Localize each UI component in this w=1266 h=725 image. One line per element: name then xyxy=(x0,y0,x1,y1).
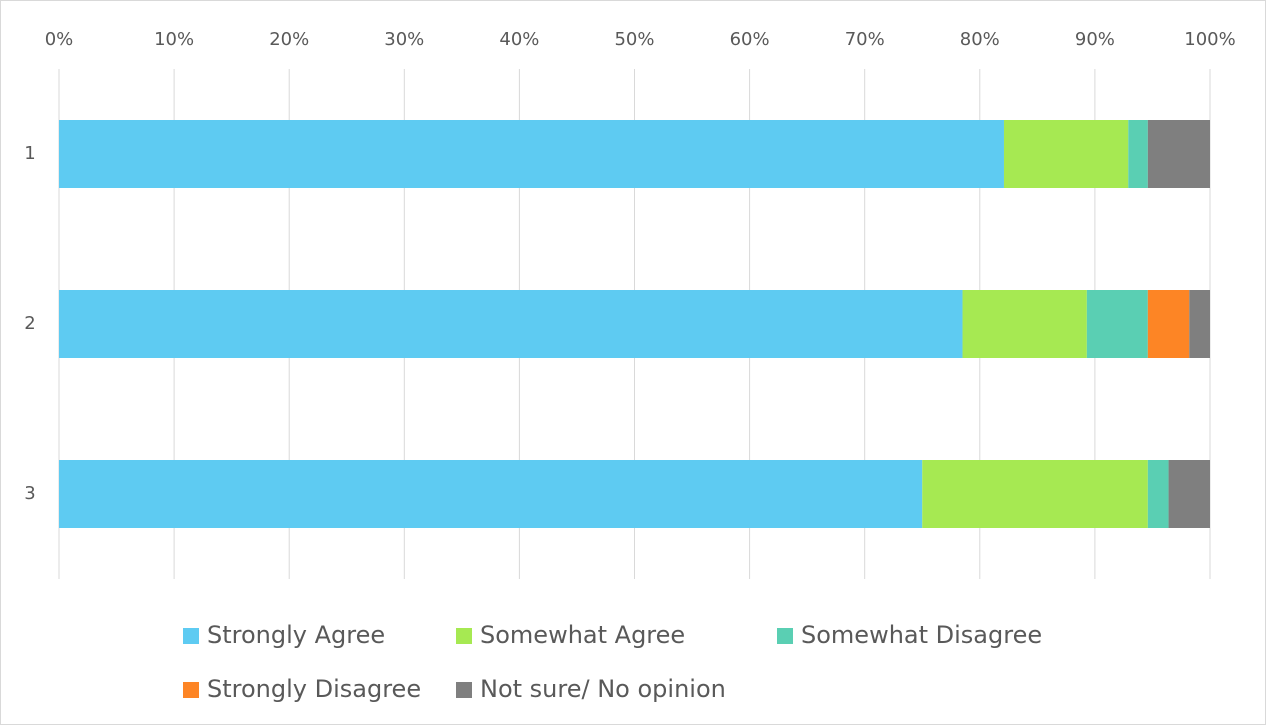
legend-swatch xyxy=(183,682,199,698)
bar-segment xyxy=(1147,120,1210,188)
legend-swatch xyxy=(777,628,793,644)
x-tick-label: 20% xyxy=(269,29,309,50)
y-tick-label: 2 xyxy=(24,313,35,334)
bar-segment xyxy=(1086,290,1148,358)
bar-segment xyxy=(922,460,1148,528)
bar-segment xyxy=(1189,290,1210,358)
bar-segment xyxy=(962,290,1087,358)
bar-segment xyxy=(1128,120,1148,188)
legend-swatch xyxy=(456,682,472,698)
x-tick-label: 10% xyxy=(154,29,194,50)
legend-label: Somewhat Agree xyxy=(480,621,685,649)
bar-segment xyxy=(1003,120,1129,188)
x-tick-label: 40% xyxy=(499,29,539,50)
legend-label: Not sure/ No opinion xyxy=(480,675,726,703)
x-tick-label: 70% xyxy=(845,29,885,50)
legend-label: Strongly Disagree xyxy=(207,675,421,703)
bar-segment xyxy=(59,290,963,358)
x-tick-label: 50% xyxy=(614,29,654,50)
x-tick-label: 0% xyxy=(45,29,74,50)
x-tick-label: 80% xyxy=(960,29,1000,50)
y-tick-label: 1 xyxy=(24,143,35,164)
bar-segment xyxy=(59,460,923,528)
x-tick-label: 30% xyxy=(384,29,424,50)
x-tick-label: 90% xyxy=(1075,29,1115,50)
y-tick-label: 3 xyxy=(24,483,35,504)
bar-segment xyxy=(1147,460,1169,528)
legend-label: Somewhat Disagree xyxy=(801,621,1042,649)
bar-segment xyxy=(1168,460,1210,528)
bar-segment xyxy=(1147,290,1190,358)
legend-label: Strongly Agree xyxy=(207,621,385,649)
bar-segment xyxy=(59,120,1004,188)
legend-swatch xyxy=(456,628,472,644)
x-tick-label: 100% xyxy=(1184,29,1235,50)
x-tick-label: 60% xyxy=(730,29,770,50)
legend-swatch xyxy=(183,628,199,644)
